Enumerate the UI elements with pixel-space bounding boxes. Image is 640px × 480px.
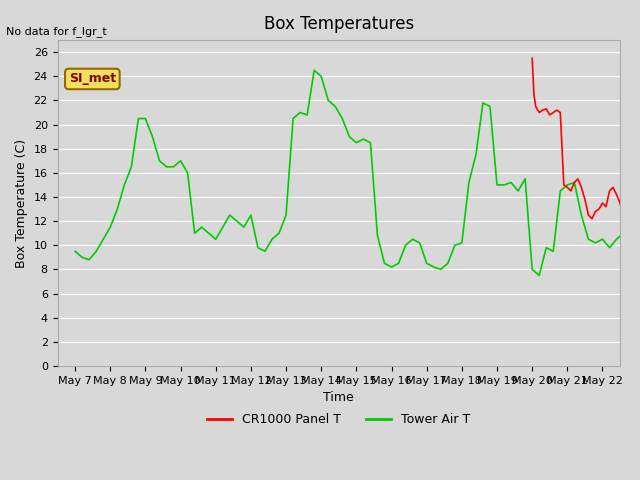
Text: SI_met: SI_met <box>68 72 116 85</box>
X-axis label: Time: Time <box>323 391 354 404</box>
Text: No data for f_lgr_t: No data for f_lgr_t <box>6 25 107 36</box>
Y-axis label: Box Temperature (C): Box Temperature (C) <box>15 138 28 267</box>
Legend: CR1000 Panel T, Tower Air T: CR1000 Panel T, Tower Air T <box>202 408 476 432</box>
Title: Box Temperatures: Box Temperatures <box>264 15 414 33</box>
